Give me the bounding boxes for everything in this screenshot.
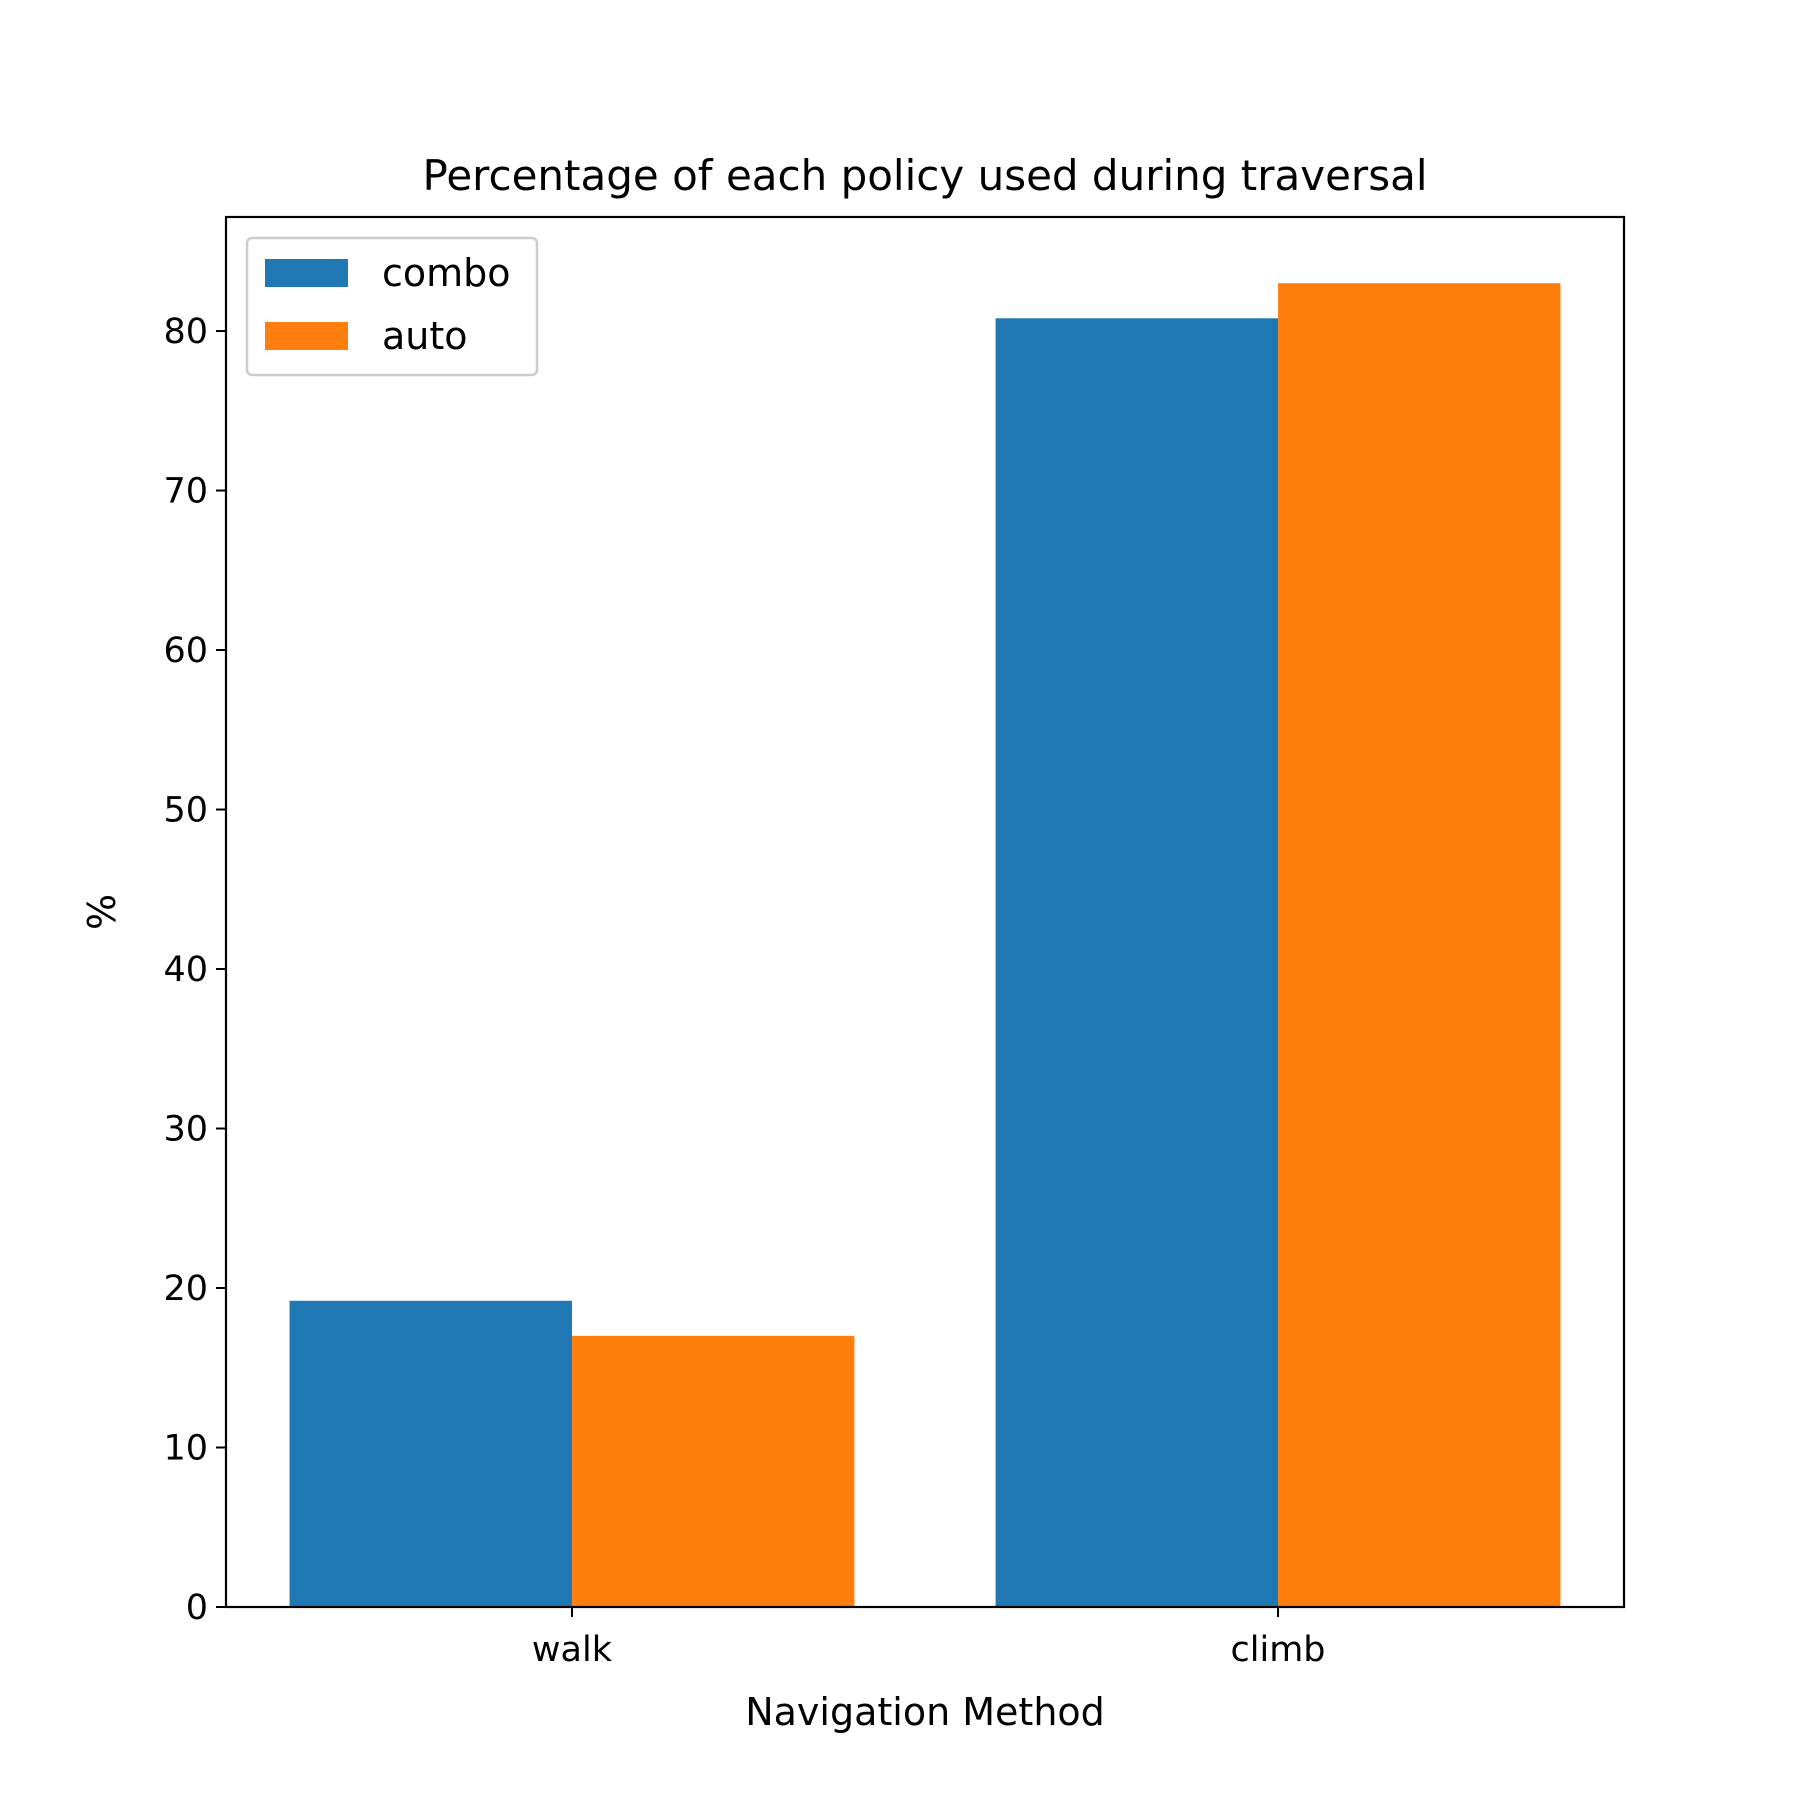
x-axis-label: Navigation Method [745,1690,1105,1734]
y-tick-label: 20 [163,1269,208,1309]
y-tick-label: 30 [163,1110,208,1150]
y-axis-ticks: 0 10 20 30 40 50 60 70 80 [163,312,226,1628]
bar-combo-climb [995,318,1279,1607]
legend-label-auto: auto [382,314,468,358]
plot-frame [224,215,1626,1609]
y-tick-label: 0 [186,1588,208,1628]
y-axis-label: % [80,894,124,930]
bar-auto-walk [571,1335,855,1607]
bar-auto-climb [1278,283,1561,1608]
bars-group [289,283,1561,1608]
x-axis-ticks: walk climb [532,1607,1326,1670]
y-tick-label: 50 [163,791,208,831]
legend: combo auto [245,236,539,377]
bar-combo-walk [289,1300,572,1607]
y-tick-label: 70 [163,472,208,512]
chart-title: Percentage of each policy used during tr… [422,151,1427,200]
y-tick-label: 40 [163,950,208,990]
y-tick-label: 80 [163,312,208,352]
y-tick-label: 10 [163,1429,208,1469]
legend-swatch-auto [265,322,348,350]
legend-swatch-combo [265,259,348,287]
x-tick-label-walk: walk [532,1630,613,1670]
legend-label-combo: combo [382,251,511,295]
x-tick-label-climb: climb [1231,1630,1326,1670]
y-tick-label: 60 [163,631,208,671]
